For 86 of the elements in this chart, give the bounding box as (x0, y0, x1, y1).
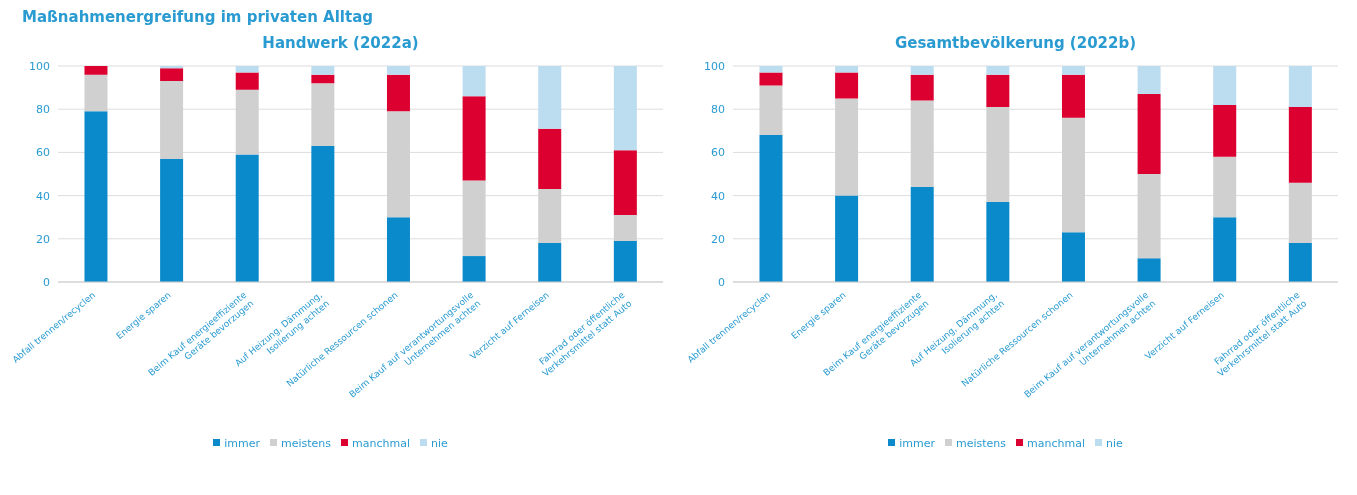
bar (910, 186, 934, 282)
bar (235, 72, 259, 90)
bar (1288, 243, 1312, 282)
bar (759, 85, 783, 136)
bar (1061, 66, 1085, 75)
bar (1137, 66, 1161, 95)
bar (538, 189, 562, 244)
bar (538, 243, 562, 282)
bar (613, 240, 637, 282)
bar (1213, 156, 1237, 218)
bar (1288, 66, 1312, 108)
bar (759, 66, 783, 73)
y-tick-label: 60 (36, 146, 50, 160)
bar (386, 111, 410, 218)
bar (835, 195, 859, 282)
y-tick-label: 0 (718, 275, 725, 289)
y-tick-label: 40 (36, 189, 50, 203)
bar (986, 202, 1010, 282)
bar (84, 111, 108, 282)
bar (613, 150, 637, 216)
bar (84, 66, 108, 75)
bar (462, 256, 486, 282)
bar (1137, 174, 1161, 259)
bar (311, 83, 335, 146)
bar (613, 66, 637, 151)
y-tick-label: 20 (36, 232, 50, 246)
legend-label: meistens (280, 437, 332, 450)
bar (235, 154, 259, 282)
bar (759, 135, 783, 282)
bar (1061, 117, 1085, 233)
bar (835, 98, 859, 196)
bar (311, 145, 335, 282)
bar (462, 96, 486, 181)
bar (986, 66, 1010, 75)
bar (910, 74, 934, 101)
y-tick-label: 100 (704, 59, 725, 73)
y-tick-label: 60 (711, 146, 725, 160)
bar (835, 66, 859, 73)
y-tick-label: 40 (711, 189, 725, 203)
bar (1288, 182, 1312, 244)
bar (910, 66, 934, 75)
bar (1137, 94, 1161, 174)
bar (910, 100, 934, 187)
bar (462, 66, 486, 97)
bar (160, 68, 184, 82)
bar (1213, 217, 1237, 282)
bar (1288, 107, 1312, 183)
bar (462, 180, 486, 257)
y-tick-label: 80 (711, 103, 725, 117)
bar (311, 74, 335, 84)
bar (386, 74, 410, 112)
bar (759, 72, 783, 86)
bar (835, 72, 859, 99)
bar (84, 74, 108, 112)
bar (386, 66, 410, 75)
bar (160, 81, 184, 159)
legend-label: manchmal (1027, 437, 1085, 450)
bar (538, 66, 562, 129)
bar (986, 74, 1010, 108)
bar (160, 66, 184, 69)
bar (311, 66, 335, 75)
bar (986, 107, 1010, 203)
chart-title: Gesamtbevölkerung (2022b) (893, 34, 1138, 54)
y-tick-label: 100 (29, 59, 50, 73)
bar (1137, 258, 1161, 282)
bar (1061, 232, 1085, 282)
y-tick-label: 80 (36, 103, 50, 117)
legend-label: manchmal (352, 437, 410, 450)
legend-label: nie (431, 437, 448, 450)
y-tick-label: 20 (711, 232, 725, 246)
text: Maßnahmenergreifung im privaten Alltag (22, 8, 373, 26)
legend-label: immer (224, 437, 260, 450)
bar (235, 89, 259, 155)
legend-label: nie (1106, 437, 1123, 450)
bar (160, 158, 184, 282)
bar (1061, 74, 1085, 118)
y-tick-label: 0 (43, 275, 50, 289)
bar (1213, 104, 1237, 157)
chart-title: Handwerk (2022a) (261, 34, 420, 54)
bar (1213, 66, 1237, 105)
bar (235, 66, 259, 73)
bar (538, 128, 562, 190)
legend-label: immer (899, 437, 935, 450)
bar (613, 215, 637, 241)
legend-label: meistens (955, 437, 1007, 450)
bar (386, 217, 410, 282)
